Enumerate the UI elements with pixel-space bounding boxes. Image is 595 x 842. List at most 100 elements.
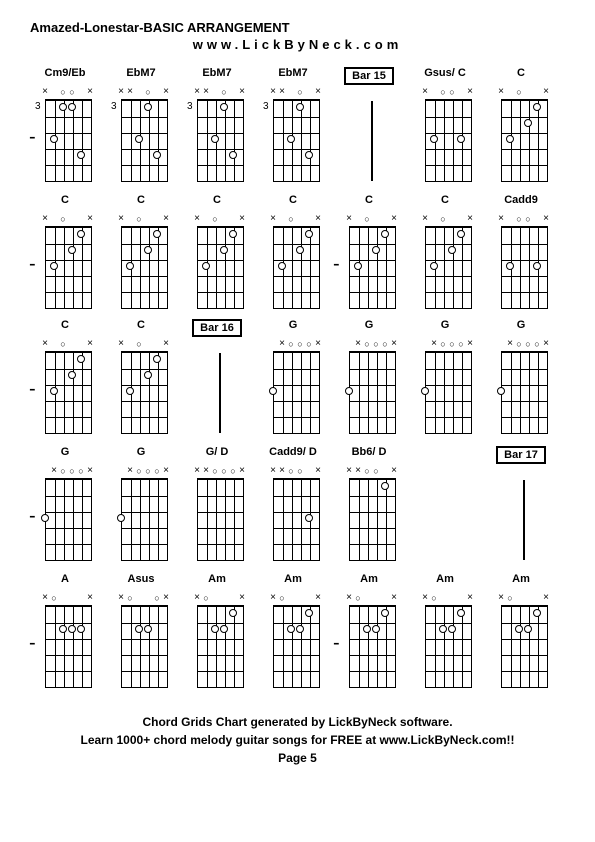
- finger-dot: [296, 246, 304, 254]
- open-mark-icon: ○: [363, 466, 372, 476]
- mute-mark-icon: ×: [269, 593, 278, 603]
- mute-mark-icon: ×: [390, 593, 399, 603]
- finger-dot: [68, 103, 76, 111]
- chord-cell: [410, 446, 480, 563]
- finger-dot: [497, 387, 505, 395]
- finger-dot: [220, 246, 228, 254]
- mute-mark-icon: ×: [162, 339, 171, 349]
- fretboard: [273, 351, 320, 434]
- chord-cell: G×○○○×: [106, 446, 176, 563]
- open-mark-icon: ○: [439, 214, 448, 224]
- mute-mark-icon: ×: [466, 339, 475, 349]
- finger-dot: [77, 151, 85, 159]
- chord-diagram: ×○×: [491, 593, 551, 688]
- finger-dot: [278, 262, 286, 270]
- open-mark-icon: ○: [220, 466, 229, 476]
- chord-cell: C ×○×: [410, 194, 480, 309]
- chord-diagram: ×○○×: [491, 214, 551, 309]
- fretboard: [501, 605, 548, 688]
- chord-diagram: ×○○○×: [339, 339, 399, 434]
- open-mark-icon: ○: [135, 214, 144, 224]
- open-mark-icon: ○: [524, 339, 533, 349]
- finger-dot: [68, 246, 76, 254]
- finger-dot: [144, 246, 152, 254]
- chord-diagram: ×○×: [415, 593, 475, 688]
- footer: Chord Grids Chart generated by LickByNec…: [30, 713, 565, 767]
- mute-mark-icon: ×: [193, 593, 202, 603]
- footer-line2: Learn 1000+ chord melody guitar songs fo…: [30, 731, 565, 749]
- mute-mark-icon: ×: [314, 87, 323, 97]
- fretboard: [197, 478, 244, 561]
- chord-name: G: [61, 446, 70, 462]
- chord-name: G: [517, 319, 526, 335]
- mute-mark-icon: ×: [390, 214, 399, 224]
- finger-dot: [296, 625, 304, 633]
- chord-cell: EbM7××○×3: [258, 67, 328, 184]
- fretboard: [273, 99, 320, 182]
- chord-name: Am: [208, 573, 226, 589]
- finger-dot: [457, 135, 465, 143]
- chord-name: Bb6/ D: [352, 446, 387, 462]
- open-mark-icon: ○: [457, 339, 466, 349]
- open-mark-icon: ○: [68, 87, 77, 97]
- finger-dot: [287, 625, 295, 633]
- finger-dot: [287, 135, 295, 143]
- open-mark-icon: ○: [296, 339, 305, 349]
- finger-dot: [68, 625, 76, 633]
- bar-marker-label: Bar 16: [192, 319, 242, 337]
- mute-mark-icon: ×: [278, 87, 287, 97]
- finger-dot: [506, 262, 514, 270]
- chord-name: G: [137, 446, 146, 462]
- finger-dot: [50, 262, 58, 270]
- open-mark-icon: ○: [372, 339, 381, 349]
- chord-diagram: ×○×: [415, 214, 475, 309]
- chord-cell: C×○×: [486, 67, 556, 184]
- chord-name: C: [441, 194, 449, 210]
- chord-cell: Am×○×: [486, 573, 556, 688]
- chord-cell: G/ D××○○○×: [182, 446, 252, 563]
- finger-dot: [430, 262, 438, 270]
- chord-cell: EbM7××○×3: [182, 67, 252, 184]
- chord-diagram: ×○×: [263, 593, 323, 688]
- mute-mark-icon: ×: [162, 466, 171, 476]
- finger-dot: [305, 609, 313, 617]
- site-url: www.LickByNeck.com: [30, 37, 565, 52]
- fretboard: [121, 478, 168, 561]
- open-mark-icon: ○: [363, 214, 372, 224]
- finger-dot: [211, 135, 219, 143]
- chord-cell: Am×○×-: [334, 573, 404, 688]
- mute-mark-icon: ×: [41, 214, 50, 224]
- chord-diagram: ×○×-: [35, 214, 95, 309]
- finger-dot: [135, 135, 143, 143]
- chord-cell: C×○×: [106, 319, 176, 436]
- finger-dot: [381, 482, 389, 490]
- open-mark-icon: ○: [448, 339, 457, 349]
- mute-mark-icon: ×: [542, 87, 551, 97]
- chord-name: EbM7: [202, 67, 231, 83]
- mute-mark-icon: ×: [345, 466, 354, 476]
- open-mark-icon: ○: [363, 339, 372, 349]
- chord-cell: A×○×-: [30, 573, 100, 688]
- mute-mark-icon: ×: [50, 466, 59, 476]
- finger-dot: [220, 103, 228, 111]
- finger-dot: [144, 625, 152, 633]
- mute-mark-icon: ×: [542, 593, 551, 603]
- finger-dot: [457, 609, 465, 617]
- finger-dot: [457, 230, 465, 238]
- chord-cell: EbM7××○×3: [106, 67, 176, 184]
- open-mark-icon: ○: [59, 87, 68, 97]
- chord-diagram: ×○○×3-: [35, 87, 95, 182]
- mute-mark-icon: ×: [269, 87, 278, 97]
- mute-mark-icon: ×: [193, 214, 202, 224]
- fret-number: 3: [35, 101, 41, 112]
- open-mark-icon: ○: [354, 593, 363, 603]
- open-mark-icon: ○: [50, 593, 59, 603]
- finger-dot: [296, 103, 304, 111]
- chord-name: C: [289, 194, 297, 210]
- chord-diagram: ××○○×: [339, 466, 399, 561]
- finger-dot: [153, 355, 161, 363]
- open-mark-icon: ○: [220, 87, 229, 97]
- chord-name: Cadd9: [504, 194, 538, 210]
- mute-mark-icon: ×: [497, 593, 506, 603]
- chord-cell: G×○○○×: [334, 319, 404, 436]
